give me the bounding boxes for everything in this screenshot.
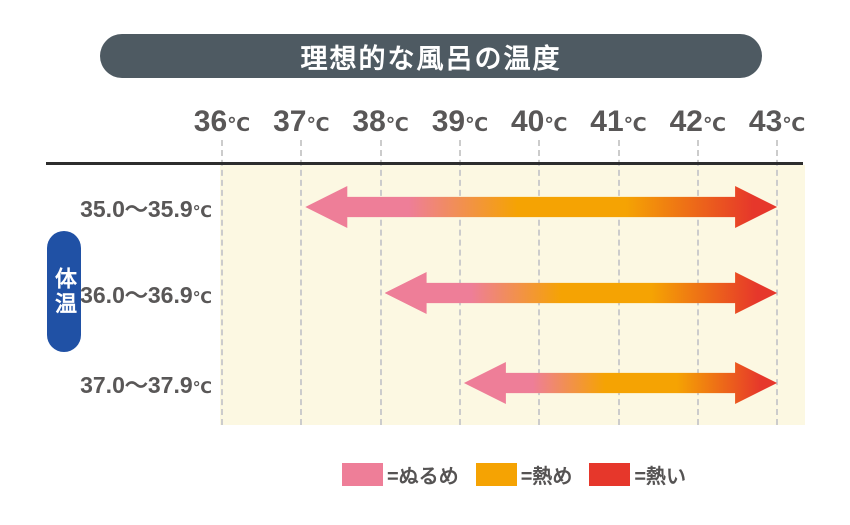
gridline-39℃ (458, 140, 461, 425)
legend: =ぬるめ =熱め =熱い (342, 460, 686, 489)
row-label: 36.0〜36.9℃ (80, 282, 212, 308)
x-tick-label: 42℃ (669, 105, 726, 138)
gridline-40℃ (538, 140, 541, 425)
degree-unit: ℃ (782, 115, 806, 136)
x-tick-label: 41℃ (590, 105, 647, 138)
degree-unit: ℃ (192, 380, 212, 397)
legend-label: =熱め (520, 466, 573, 488)
x-axis-line (46, 162, 803, 165)
degree-unit: ℃ (192, 290, 212, 307)
legend-label: =熱い (634, 466, 687, 488)
degree-unit: ℃ (227, 115, 251, 136)
legend-swatch (342, 463, 383, 486)
legend-item: =熱い (589, 460, 686, 489)
legend-item: =熱め (475, 460, 573, 489)
legend-swatch (475, 463, 517, 486)
row-label: 37.0〜37.9℃ (80, 372, 212, 398)
degree-unit: ℃ (702, 115, 726, 136)
x-tick-label: 43℃ (748, 105, 806, 138)
chart-title: 理想的な風呂の温度 (300, 43, 562, 74)
legend-label: =ぬるめ (387, 466, 459, 488)
gridline-42℃ (696, 140, 699, 425)
legend-swatch (589, 463, 631, 486)
gridline-43℃ (776, 140, 779, 425)
gridline-36℃ (221, 140, 223, 425)
x-tick-label: 37℃ (273, 105, 330, 138)
row-label: 35.0〜35.9℃ (80, 196, 212, 222)
degree-unit: ℃ (306, 115, 330, 136)
degree-unit: ℃ (465, 115, 489, 136)
gridline-38℃ (379, 140, 382, 425)
degree-unit: ℃ (623, 115, 647, 136)
degree-unit: ℃ (385, 115, 409, 136)
x-tick-label: 38℃ (352, 105, 409, 138)
x-tick-label: 36℃ (193, 105, 251, 138)
x-tick-label: 40℃ (510, 105, 568, 138)
degree-unit: ℃ (544, 115, 568, 136)
degree-unit: ℃ (192, 204, 212, 221)
gridline-41℃ (617, 140, 620, 425)
chart-title-pill: 理想的な風呂の温度 (100, 34, 762, 78)
y-axis-label: 体温 (52, 266, 77, 317)
gridline-37℃ (300, 140, 303, 425)
legend-item: =ぬるめ (342, 460, 459, 489)
y-axis-label-pill: 体温 (47, 231, 81, 352)
x-tick-label: 39℃ (431, 105, 489, 138)
